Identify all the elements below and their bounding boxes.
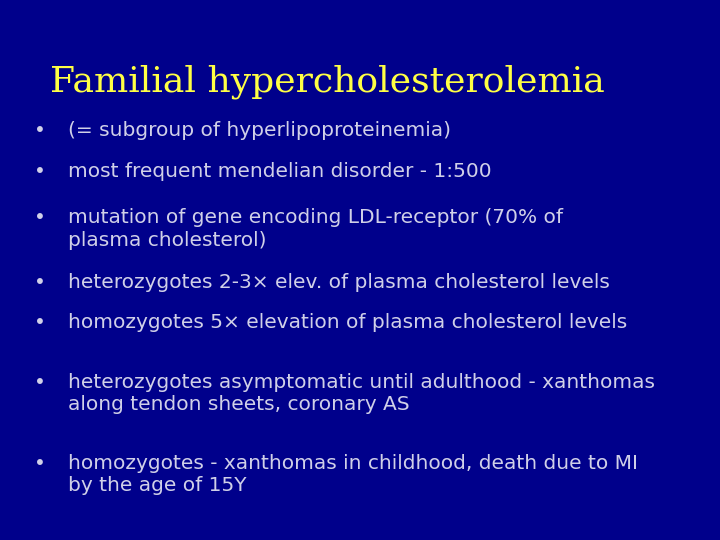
Text: •: • bbox=[34, 162, 45, 181]
Text: Familial hypercholesterolemia: Familial hypercholesterolemia bbox=[50, 65, 605, 99]
Text: •: • bbox=[34, 454, 45, 472]
Text: •: • bbox=[34, 208, 45, 227]
Text: homozygotes - xanthomas in childhood, death due to MI
by the age of 15Y: homozygotes - xanthomas in childhood, de… bbox=[68, 454, 639, 495]
Text: •: • bbox=[34, 373, 45, 392]
Text: •: • bbox=[34, 313, 45, 332]
Text: homozygotes 5× elevation of plasma cholesterol levels: homozygotes 5× elevation of plasma chole… bbox=[68, 313, 628, 332]
Text: mutation of gene encoding LDL-receptor (70% of
plasma cholesterol): mutation of gene encoding LDL-receptor (… bbox=[68, 208, 563, 249]
Text: (= subgroup of hyperlipoproteinemia): (= subgroup of hyperlipoproteinemia) bbox=[68, 122, 451, 140]
Text: heterozygotes asymptomatic until adulthood - xanthomas
along tendon sheets, coro: heterozygotes asymptomatic until adultho… bbox=[68, 373, 655, 414]
Text: •: • bbox=[34, 273, 45, 292]
Text: •: • bbox=[34, 122, 45, 140]
Text: most frequent mendelian disorder - 1:500: most frequent mendelian disorder - 1:500 bbox=[68, 162, 492, 181]
Text: heterozygotes 2-3× elev. of plasma cholesterol levels: heterozygotes 2-3× elev. of plasma chole… bbox=[68, 273, 611, 292]
